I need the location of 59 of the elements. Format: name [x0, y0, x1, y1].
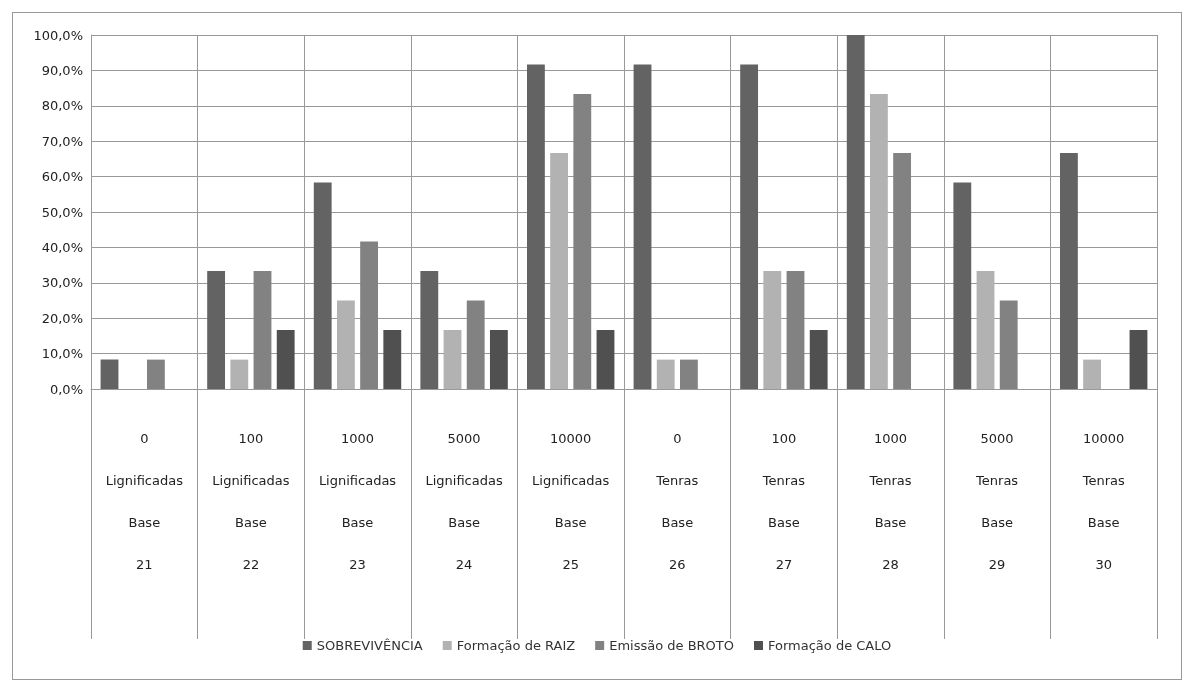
y-tick-label: 50,0% [41, 204, 83, 220]
bar [146, 359, 165, 389]
bar [953, 182, 972, 389]
bar [230, 359, 249, 389]
legend-label: Formação de RAIZ [456, 638, 576, 653]
y-tick-label: 40,0% [41, 239, 83, 255]
bar [100, 359, 119, 389]
bar [276, 329, 295, 389]
bar [383, 329, 402, 389]
bar [869, 94, 888, 389]
bar [489, 329, 508, 389]
bar [1083, 359, 1102, 389]
legend-label: Emissão de BROTO [609, 638, 734, 653]
bar [633, 64, 652, 389]
legend-label: Formação de CALO [768, 638, 892, 653]
bar [596, 329, 615, 389]
bar [846, 35, 865, 389]
bar [550, 152, 569, 389]
bar [207, 271, 226, 389]
bar [443, 329, 462, 389]
y-tick-label: 20,0% [41, 310, 83, 326]
legend-label: SOBREVIVÊNCIA [316, 638, 423, 653]
bar [360, 241, 379, 389]
bar [313, 182, 332, 389]
bar [809, 329, 828, 389]
bar [526, 64, 545, 389]
category-label: 1000 Lignificadas Base 23 [318, 430, 397, 572]
bar [1129, 329, 1148, 389]
y-tick-label: 0,0% [49, 381, 83, 397]
bar [336, 300, 355, 389]
y-tick-label: 30,0% [41, 275, 83, 291]
y-tick-label: 70,0% [41, 133, 83, 149]
category-label: 0 Lignificadas Base 21 [105, 430, 183, 572]
y-tick-label: 10,0% [41, 346, 83, 362]
y-tick-label: 60,0% [41, 169, 83, 185]
y-tick-label: 80,0% [41, 98, 83, 114]
bar [679, 359, 698, 389]
category-label: 10000 Tenras Base 30 [1082, 430, 1125, 572]
bar [1059, 152, 1078, 389]
y-tick-label: 100,0% [33, 27, 83, 43]
category-label: 100 Tenras Base 27 [762, 430, 805, 572]
category-label: 5000 Tenras Base 29 [976, 430, 1019, 572]
category-label: 5000 Lignificadas Base 24 [425, 430, 503, 572]
category-label: 0 Tenras Base 26 [656, 430, 699, 572]
bar [740, 64, 759, 389]
bar [893, 152, 912, 389]
bar [999, 300, 1018, 389]
y-tick-label: 90,0% [41, 62, 83, 78]
bar [420, 271, 439, 389]
bar [253, 271, 272, 389]
bar [466, 300, 485, 389]
bar [763, 271, 782, 389]
bar [656, 359, 675, 389]
bar [976, 271, 995, 389]
bar [786, 271, 805, 389]
category-label: 1000 Tenras Base 28 [869, 430, 912, 572]
category-label: 10000 Lignificadas Base 25 [532, 430, 610, 572]
category-label: 100 Lignificadas Base 22 [212, 430, 290, 572]
bar [573, 94, 592, 389]
